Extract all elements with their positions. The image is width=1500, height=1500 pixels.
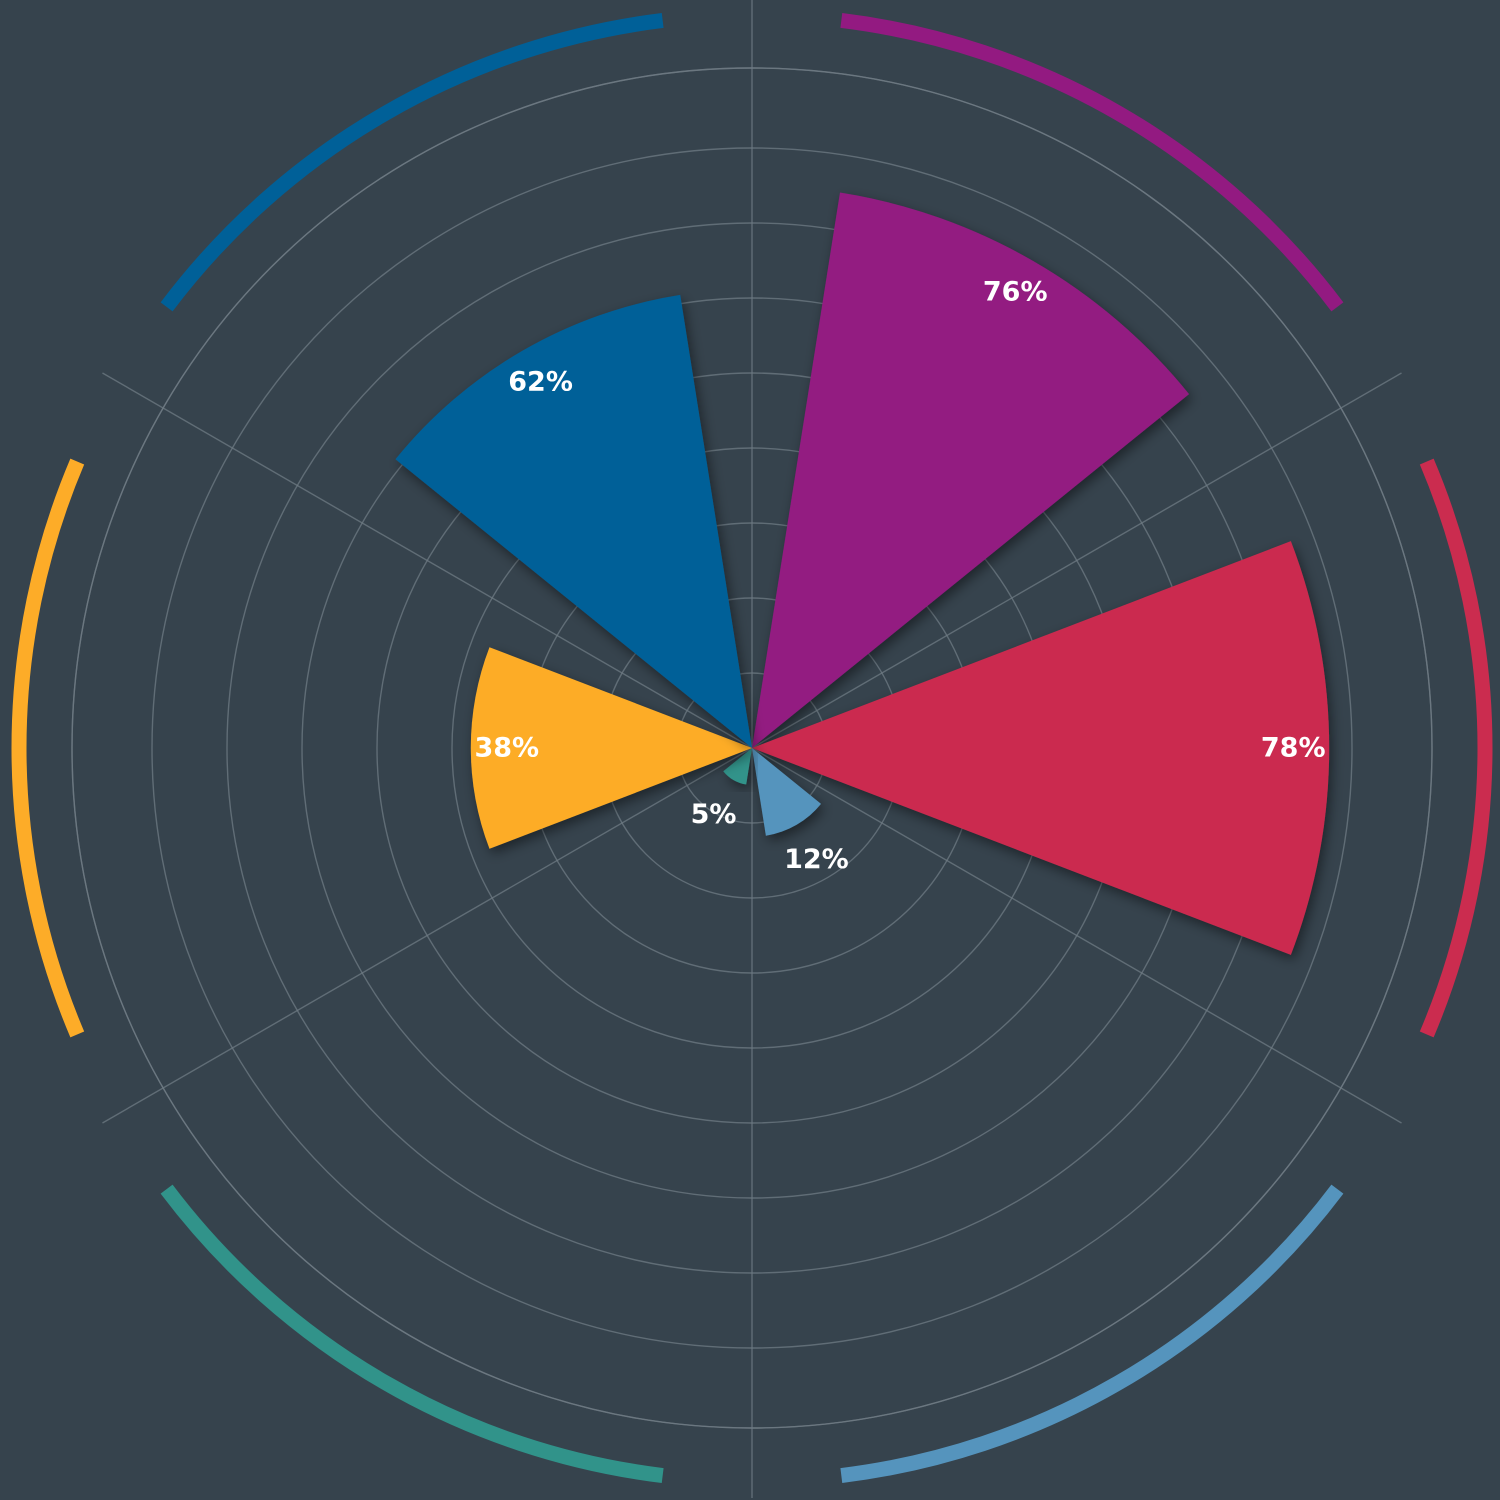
grid-spoke — [751, 747, 1402, 1124]
outer-category-arcs — [11, 13, 1493, 1483]
wedge — [752, 541, 1330, 955]
outer-arc — [11, 458, 85, 1038]
wedge — [395, 294, 752, 748]
wedge — [752, 192, 1190, 749]
grid-spoke — [102, 372, 753, 749]
wedges — [395, 192, 1330, 955]
value-label: 5% — [691, 799, 737, 830]
grid — [71, 0, 1433, 1498]
wedge — [723, 748, 752, 785]
value-label: 38% — [474, 733, 539, 764]
grid-spoke — [751, 372, 1402, 749]
value-label: 78% — [1261, 733, 1326, 764]
value-labels: 76% 78% 12% 5% 38% 62% — [474, 277, 1325, 875]
grid-spoke — [102, 747, 753, 1124]
wedge — [470, 647, 752, 849]
outer-arc — [840, 1184, 1344, 1483]
outer-arc — [160, 13, 664, 312]
outer-arc — [1419, 458, 1493, 1038]
outer-arc — [840, 13, 1344, 312]
outer-arc — [160, 1184, 664, 1483]
value-label: 12% — [784, 844, 849, 875]
value-label: 76% — [983, 277, 1048, 308]
wedge — [752, 748, 822, 836]
value-label: 62% — [508, 366, 573, 397]
